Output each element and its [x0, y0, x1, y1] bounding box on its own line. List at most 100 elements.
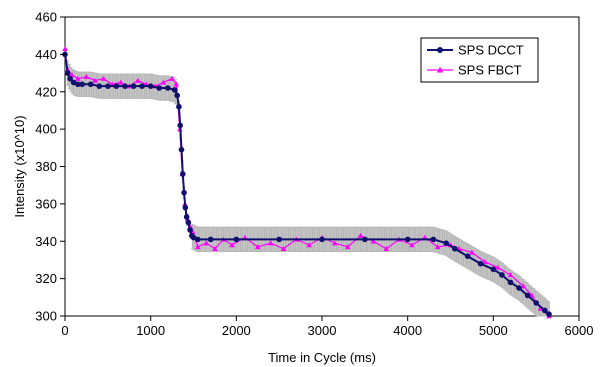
point-dcct: [207, 236, 214, 243]
point-dcct: [362, 236, 368, 243]
legend-box: [420, 37, 539, 83]
point-dcct: [524, 292, 531, 299]
error-bars: [64, 47, 551, 317]
y-tick-label: 380: [35, 159, 57, 174]
point-dcct: [113, 83, 120, 89]
point-dcct: [451, 245, 458, 252]
point-fbct: [203, 240, 210, 246]
point-dcct: [194, 236, 201, 243]
point-dcct: [404, 236, 411, 243]
series-dcct: [62, 51, 552, 317]
point-fbct: [520, 283, 527, 289]
point-fbct: [62, 45, 68, 52]
point-dcct: [190, 234, 197, 241]
y-tick-label: 460: [35, 10, 57, 25]
point-fbct: [194, 244, 201, 250]
point-dcct: [233, 236, 240, 243]
point-dcct: [187, 227, 193, 233]
point-dcct: [139, 83, 145, 89]
point-dcct: [181, 189, 187, 196]
point-dcct: [171, 87, 178, 93]
point-fbct: [173, 81, 180, 87]
point-dcct: [130, 83, 137, 89]
x-tick-label: 2000: [222, 323, 251, 338]
point-dcct: [541, 307, 548, 314]
point-dcct: [507, 279, 514, 286]
point-fbct: [160, 79, 167, 85]
point-dcct: [443, 240, 450, 246]
y-tick-label: 360: [35, 196, 57, 211]
point-dcct: [122, 83, 128, 89]
point-dcct: [87, 81, 94, 88]
point-fbct: [481, 259, 488, 265]
point-fbct: [469, 249, 475, 255]
point-dcct: [430, 236, 437, 243]
point-dcct: [64, 70, 71, 76]
point-dcct: [67, 75, 73, 82]
point-fbct: [409, 242, 415, 248]
point-fbct: [280, 245, 287, 251]
point-dcct: [464, 253, 471, 259]
x-tick-label: 1000: [136, 323, 165, 338]
point-dcct: [176, 103, 182, 110]
legend-marker-fbct: [436, 66, 444, 73]
y-tick-label: 440: [35, 47, 57, 62]
point-fbct: [537, 305, 544, 311]
point-dcct: [147, 83, 154, 89]
point-fbct: [117, 79, 124, 85]
point-dcct: [319, 236, 325, 243]
point-fbct: [434, 244, 441, 250]
point-fbct: [370, 238, 377, 244]
point-dcct: [276, 236, 282, 243]
point-fbct: [357, 232, 364, 238]
point-fbct: [83, 74, 90, 80]
legend-entry-fbct: SPS FBCT: [458, 63, 522, 78]
x-tick-label: 3000: [308, 323, 337, 338]
point-dcct: [182, 204, 189, 211]
x-tick-label: 0: [61, 323, 68, 338]
point-dcct: [499, 272, 505, 278]
point-dcct: [96, 83, 103, 89]
series-layer: [62, 45, 552, 319]
point-fbct: [494, 264, 501, 270]
point-dcct: [178, 146, 185, 153]
y-tick-label: 400: [35, 122, 57, 137]
point-fbct: [169, 75, 175, 81]
point-dcct: [533, 300, 539, 306]
point-dcct: [179, 171, 186, 177]
point-dcct: [516, 285, 522, 291]
legend: SPS DCCT SPS FBCT: [420, 37, 539, 83]
point-fbct: [75, 75, 81, 81]
y-tick-label: 340: [35, 234, 57, 249]
point-dcct: [490, 266, 497, 273]
y-tick-label: 420: [35, 84, 57, 99]
point-dcct: [174, 92, 181, 99]
point-fbct: [306, 242, 312, 248]
y-tick-label: 320: [35, 271, 57, 286]
legend-entry-dcct: SPS DCCT: [458, 43, 524, 58]
point-fbct: [383, 245, 390, 251]
point-fbct: [254, 244, 261, 250]
point-fbct: [92, 77, 98, 83]
point-fbct: [507, 272, 514, 278]
point-dcct: [75, 81, 81, 88]
x-tick-label: 5000: [479, 323, 508, 338]
legend-marker-dcct: [437, 47, 443, 53]
point-dcct: [70, 79, 77, 86]
point-fbct: [229, 242, 235, 248]
point-dcct: [177, 122, 184, 129]
point-fbct: [529, 292, 535, 298]
point-dcct: [156, 85, 163, 91]
axes: 0 1000 2000 3000 4000 5000 6000 300 320 340 360 380…: [35, 10, 593, 339]
point-fbct: [267, 240, 274, 246]
point-dcct: [546, 311, 552, 317]
point-fbct: [332, 240, 338, 246]
point-dcct: [477, 260, 484, 267]
y-tick-label: 300: [35, 309, 57, 324]
x-axis-label: Time in Cycle (ms): [268, 350, 376, 365]
x-tick-label: 6000: [565, 323, 594, 338]
point-dcct: [183, 214, 190, 220]
point-fbct: [344, 244, 351, 250]
